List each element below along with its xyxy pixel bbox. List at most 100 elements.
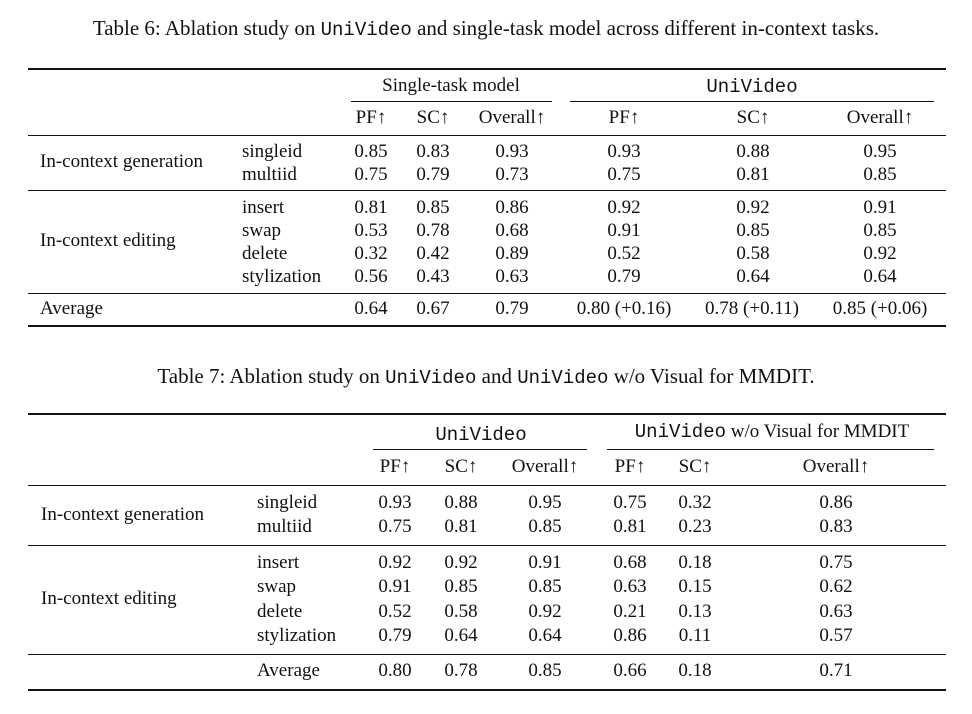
table6-data-cell: 0.86 <box>495 197 529 218</box>
table7-data-cell: 0.92 <box>378 552 412 573</box>
table7-data-cell: 0.64 <box>528 625 562 646</box>
table7-group-left-rule <box>373 449 587 450</box>
table7-data-cell: 0.75 <box>613 492 647 513</box>
table7-data-cell: 0.86 <box>613 625 647 646</box>
table7-task-label: stylization <box>257 625 337 646</box>
table6-section-rule-1 <box>28 190 946 191</box>
table6-data-cell: 0.93 <box>607 141 641 162</box>
table6-data-cell: 0.92 <box>863 243 897 264</box>
table7-header-rule <box>28 485 946 486</box>
table6-task-label: multiid <box>242 164 297 185</box>
table7-data-cell: 0.21 <box>613 601 647 622</box>
table7-data-cell: 0.93 <box>378 492 412 513</box>
table6-data-cell: 0.63 <box>495 266 529 287</box>
table6-data-cell: 0.85 <box>863 220 897 241</box>
table6-col-header: SC↑ <box>736 107 770 128</box>
table7-data-cell: 0.81 <box>444 516 478 537</box>
table7-data-cell: 0.88 <box>444 492 478 513</box>
table7-col-header: Overall↑ <box>511 456 579 477</box>
table6-data-cell: 0.85 <box>354 141 388 162</box>
table6-data-cell: 0.81 <box>736 164 770 185</box>
table7-section-generation: In-context generation <box>41 504 205 525</box>
table6-data-cell: 0.85 <box>416 197 450 218</box>
table7-data-cell: 0.92 <box>444 552 478 573</box>
table7-task-label: delete <box>257 601 303 622</box>
table6-col-header: PF↑ <box>608 107 640 128</box>
table6-section-rule-2 <box>28 293 946 294</box>
table6-caption: Table 6: Ablation study on UniVideo and … <box>92 16 880 41</box>
table7-data-cell: 0.52 <box>378 601 412 622</box>
table7-data-cell: 0.64 <box>444 625 478 646</box>
table7-section-editing: In-context editing <box>41 588 177 609</box>
table6-col-header: Overall↑ <box>846 107 914 128</box>
table7-data-cell: 0.13 <box>678 601 712 622</box>
table6-average-cell: 0.79 <box>495 298 529 319</box>
table6-data-cell: 0.52 <box>607 243 641 264</box>
table6-data-cell: 0.89 <box>495 243 529 264</box>
table7-section-rule-2 <box>28 654 946 655</box>
table6-data-cell: 0.64 <box>863 266 897 287</box>
table7-col-header: SC↑ <box>678 456 712 477</box>
table6-data-cell: 0.56 <box>354 266 388 287</box>
table6-data-cell: 0.79 <box>607 266 641 287</box>
table7-data-cell: 0.79 <box>378 625 412 646</box>
table6-average-label: Average <box>40 298 103 319</box>
table7-data-cell: 0.95 <box>528 492 562 513</box>
table7-data-cell: 0.85 <box>444 576 478 597</box>
table7-group-wo-visual: UniVideo w/o Visual for MMDIT <box>634 421 910 443</box>
table7-group-right-rule <box>607 449 934 450</box>
table6-section-generation: In-context generation <box>40 151 204 172</box>
table7-col-header: Overall↑ <box>802 456 870 477</box>
table7-data-cell: 0.75 <box>378 516 412 537</box>
table6-section-editing: In-context editing <box>40 230 176 251</box>
table6-data-cell: 0.43 <box>416 266 450 287</box>
table7-data-cell: 0.81 <box>613 516 647 537</box>
table7-col-header: SC↑ <box>444 456 478 477</box>
table7-col-header: PF↑ <box>379 456 411 477</box>
table7-average-cell: 0.80 <box>378 660 412 681</box>
table7-data-cell: 0.11 <box>678 625 712 646</box>
table6-data-cell: 0.42 <box>416 243 450 264</box>
table6-task-label: singleid <box>242 141 303 162</box>
table7-data-cell: 0.63 <box>819 601 853 622</box>
table7-data-cell: 0.85 <box>528 516 562 537</box>
table6-data-cell: 0.58 <box>736 243 770 264</box>
table6-data-cell: 0.73 <box>495 164 529 185</box>
table7-average-cell: 0.78 <box>444 660 478 681</box>
table6-group-single-task: Single-task model <box>382 75 520 96</box>
table7-data-cell: 0.91 <box>378 576 412 597</box>
table6-data-cell: 0.75 <box>607 164 641 185</box>
table6-data-cell: 0.78 <box>416 220 450 241</box>
table6-col-header: Overall↑ <box>478 107 546 128</box>
table6-average-cell: 0.80 (+0.16) <box>576 298 672 319</box>
table7-data-cell: 0.58 <box>444 601 478 622</box>
table7-data-cell: 0.63 <box>613 576 647 597</box>
table7-data-cell: 0.18 <box>678 552 712 573</box>
table7-data-cell: 0.62 <box>819 576 853 597</box>
table6-data-cell: 0.93 <box>495 141 529 162</box>
table6-task-label: stylization <box>242 266 322 287</box>
table7-data-cell: 0.91 <box>528 552 562 573</box>
table7-col-header: PF↑ <box>614 456 646 477</box>
table7-average-cell: 0.66 <box>613 660 647 681</box>
table7-data-cell: 0.32 <box>678 492 712 513</box>
table6-data-cell: 0.32 <box>354 243 388 264</box>
table6-col-header: SC↑ <box>416 107 450 128</box>
table6-group-right-rule <box>570 101 934 102</box>
table6-data-cell: 0.68 <box>495 220 529 241</box>
table7-data-cell: 0.15 <box>678 576 712 597</box>
table7-average-cell: 0.85 <box>528 660 562 681</box>
table7-average-cell: 0.71 <box>819 660 853 681</box>
table6-task-label: delete <box>242 243 288 264</box>
table6-col-header: PF↑ <box>355 107 387 128</box>
table6-data-cell: 0.83 <box>416 141 450 162</box>
table7-average-cell: 0.18 <box>678 660 712 681</box>
table6-task-label: swap <box>242 220 282 241</box>
table6-average-cell: 0.64 <box>354 298 388 319</box>
table7-data-cell: 0.83 <box>819 516 853 537</box>
table7-data-cell: 0.57 <box>819 625 853 646</box>
table7-data-cell: 0.23 <box>678 516 712 537</box>
table6-data-cell: 0.95 <box>863 141 897 162</box>
table6-data-cell: 0.79 <box>416 164 450 185</box>
table6-data-cell: 0.88 <box>736 141 770 162</box>
